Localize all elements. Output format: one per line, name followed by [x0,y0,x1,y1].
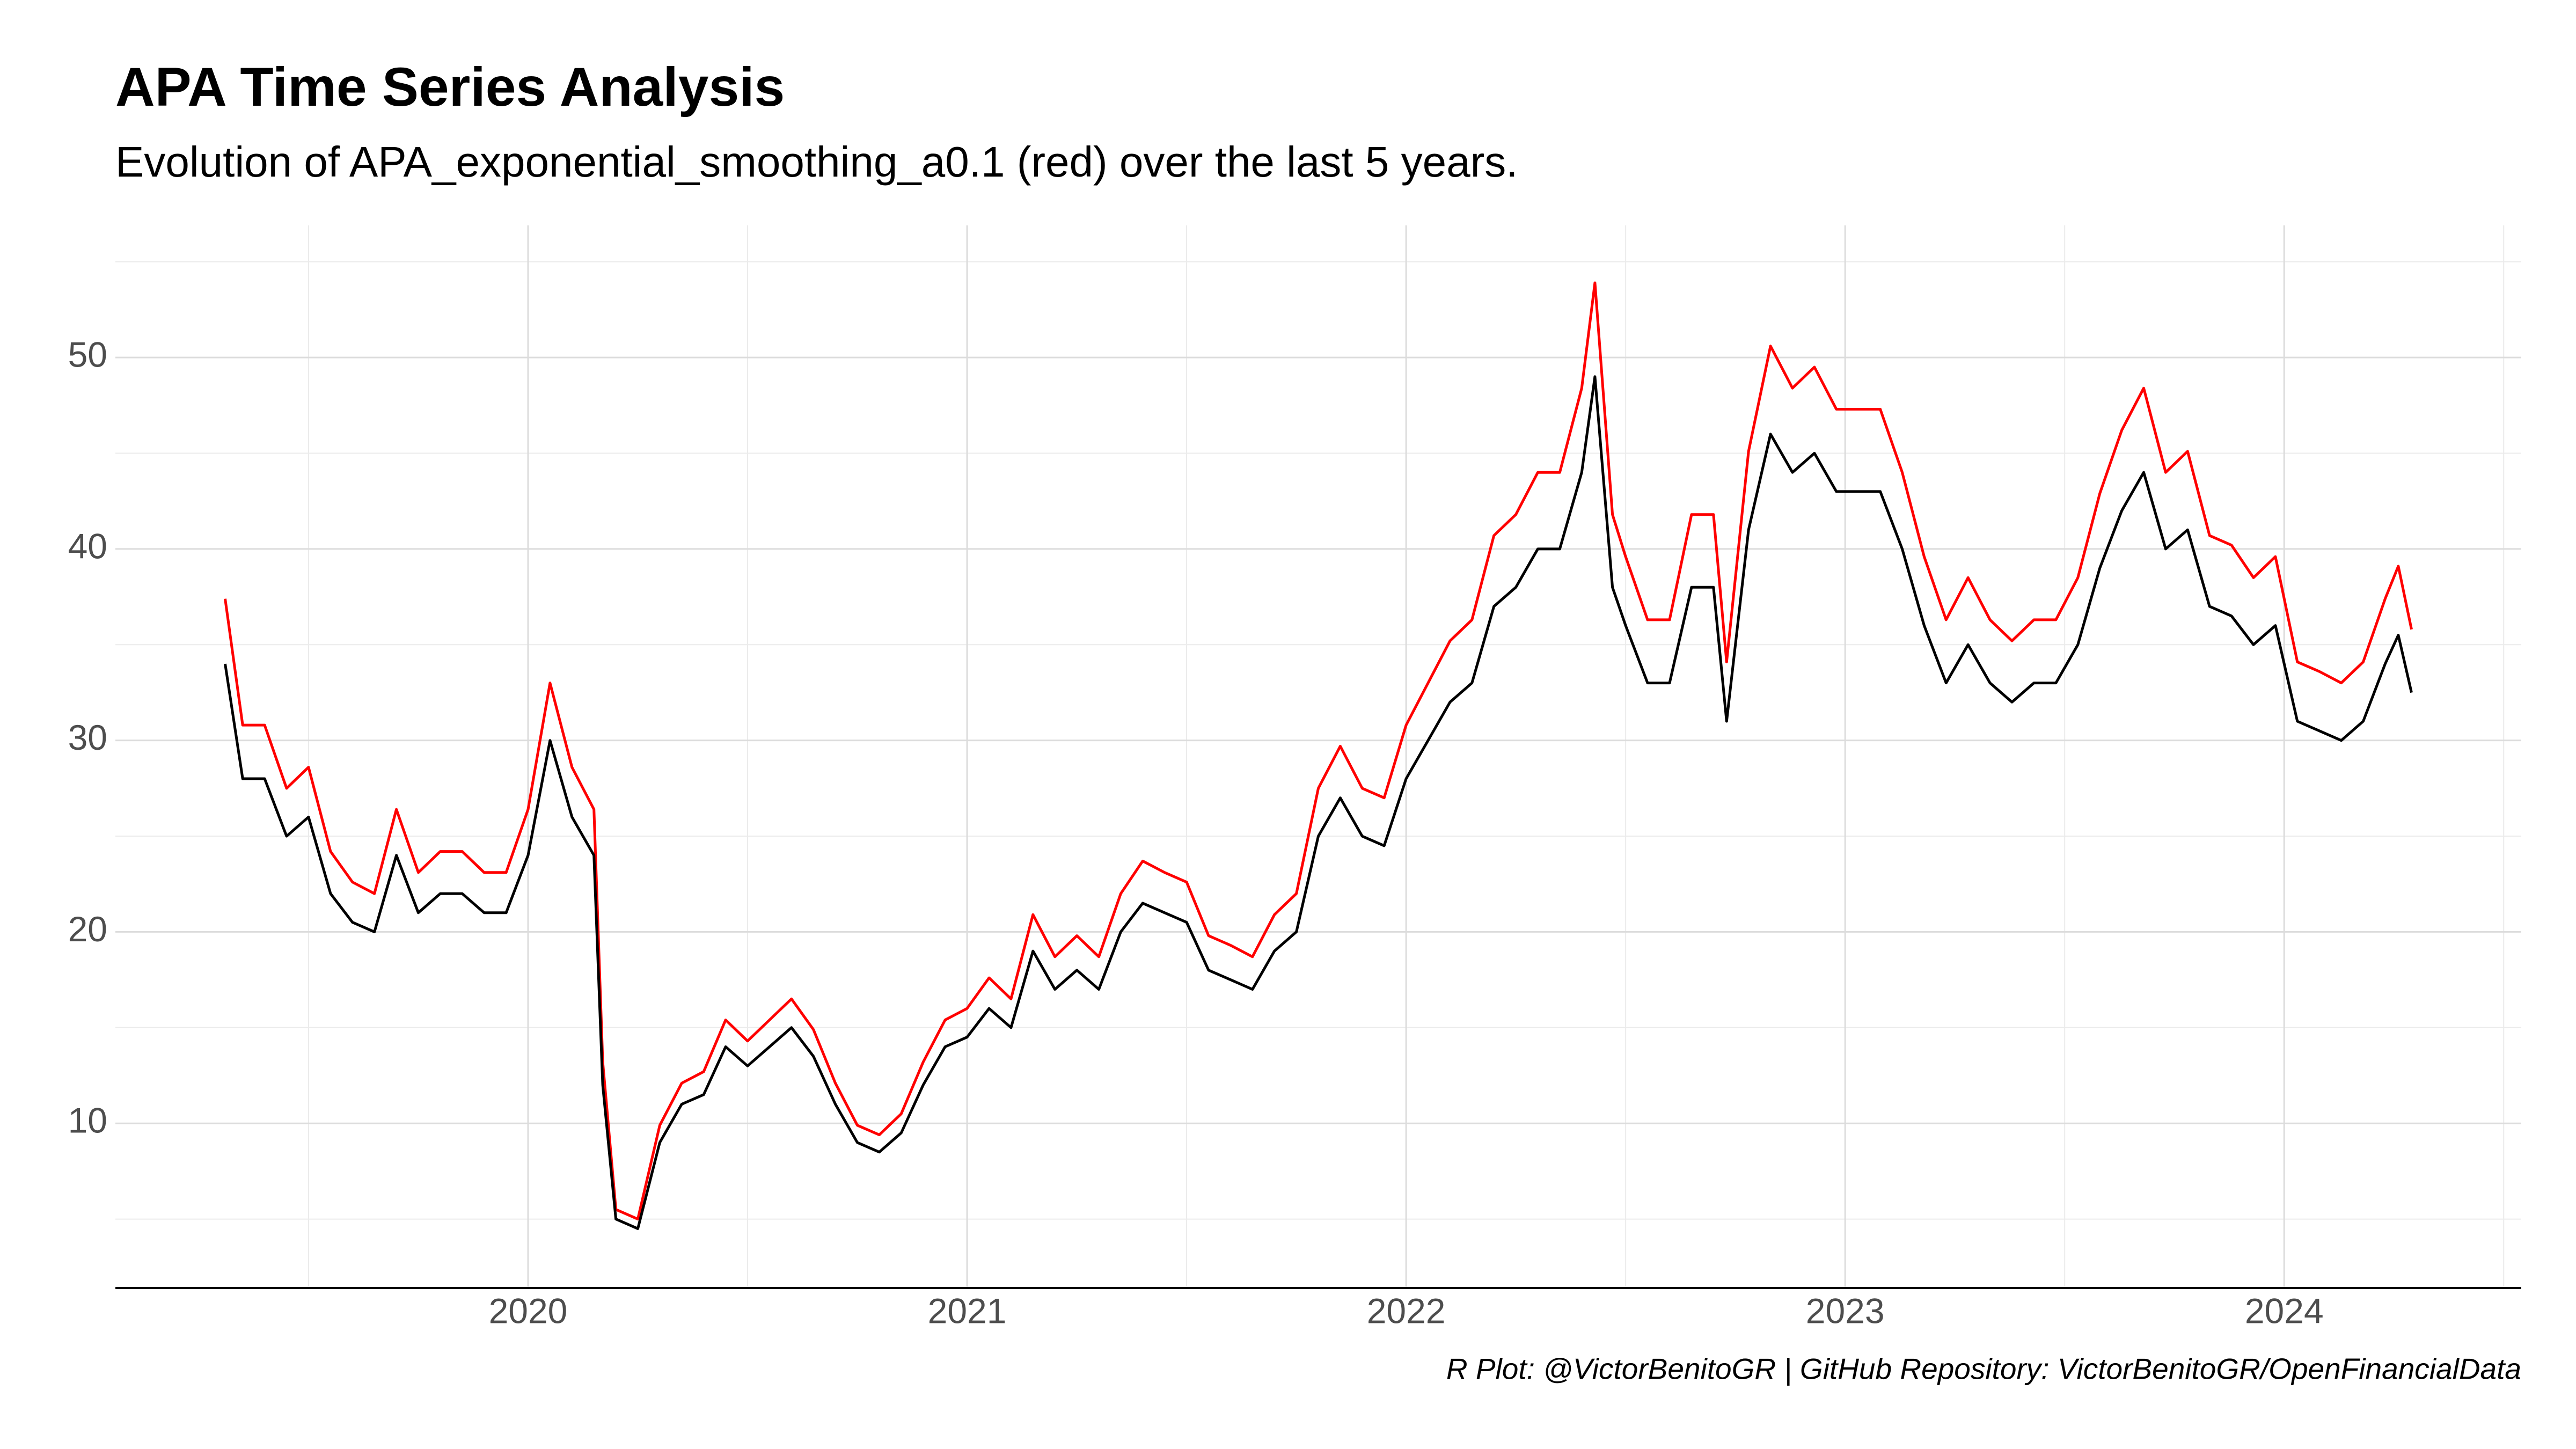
x-tick-label: 2023 [1806,1291,1885,1330]
x-tick-label: 2024 [2245,1291,2324,1330]
series-line [224,375,2413,1230]
series-line [224,281,2413,1221]
x-tick-label: 2021 [928,1291,1007,1330]
y-tick-label: 10 [68,1101,107,1140]
x-tick-label: 2022 [1367,1291,1446,1330]
y-tick-label: 50 [68,335,107,375]
chart-caption: R Plot: @VictorBenitoGR | GitHub Reposit… [1446,1352,2521,1386]
y-tick-label: 20 [68,909,107,949]
y-tick-label: 30 [68,718,107,757]
y-tick-label: 40 [68,526,107,566]
x-tick-label: 2020 [489,1291,568,1330]
chart-title: APA Time Series Analysis [115,56,785,118]
chart-subtitle: Evolution of APA_exponential_smoothing_a… [115,138,1518,186]
